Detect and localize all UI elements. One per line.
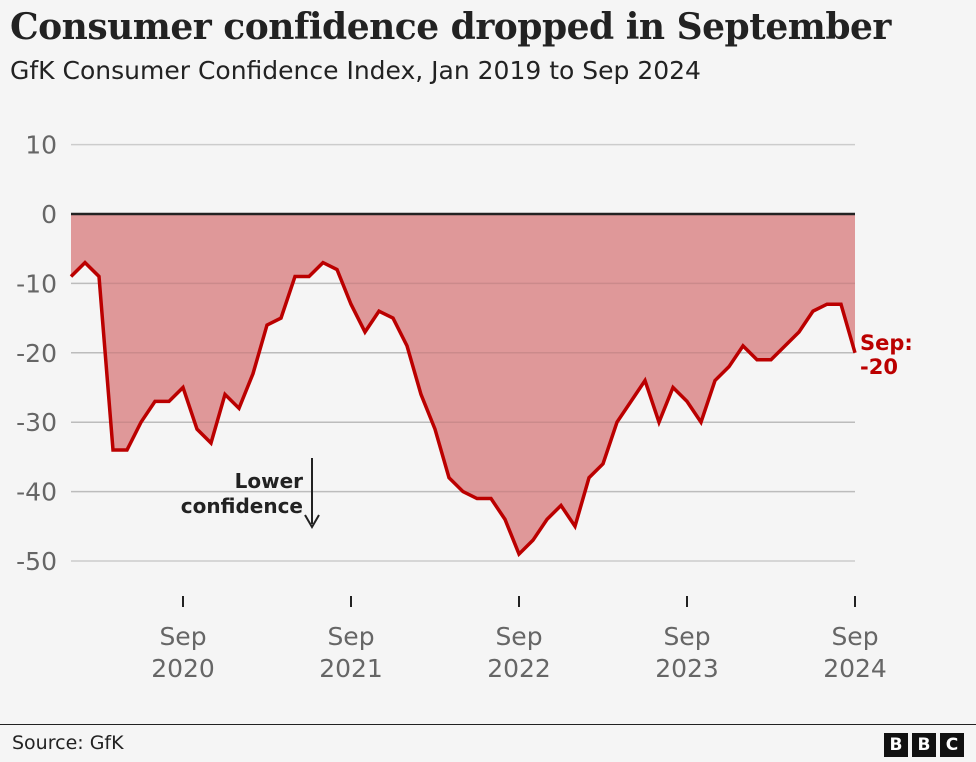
x-tick-label-month: Sep [663,622,710,651]
annotation-confidence: confidence [181,494,303,518]
x-tick-label-year: 2023 [655,654,719,683]
y-tick-label: 0 [41,200,57,229]
y-tick-label: 10 [25,131,57,160]
chart-subtitle: GfK Consumer Confidence Index, Jan 2019 … [10,56,701,85]
x-tick-label-year: 2021 [319,654,383,683]
x-tick-label-month: Sep [159,622,206,651]
y-tick-label: -20 [16,339,57,368]
area-fill [71,214,855,555]
series-line [69,260,857,558]
x-tick-label-month: Sep [831,622,878,651]
chart-plot: 10 0 -10 -20 -30 -40 -50 Sep 2020 Sep 2021 Sep 2022 S… [16,131,913,683]
source-note: Source: GfK [12,732,124,754]
x-tick-label-month: Sep [495,622,542,651]
y-tick-label: -50 [16,547,57,576]
last-value-label: Sep: [860,331,913,355]
last-value-number: -20 [860,355,898,379]
x-tick-label-year: 2022 [487,654,551,683]
x-tick-label-year: 2020 [151,654,215,683]
footer-divider [0,724,976,725]
y-tick-label: -10 [16,269,57,298]
y-tick-label: -40 [16,478,57,507]
annotation-lower: Lower [235,469,304,493]
y-tick-label: -30 [16,408,57,437]
x-tick-label-month: Sep [327,622,374,651]
chart-title: Consumer confidence dropped in September [10,6,891,48]
arrow-down-icon [304,514,320,529]
x-tick-label-year: 2024 [823,654,887,683]
